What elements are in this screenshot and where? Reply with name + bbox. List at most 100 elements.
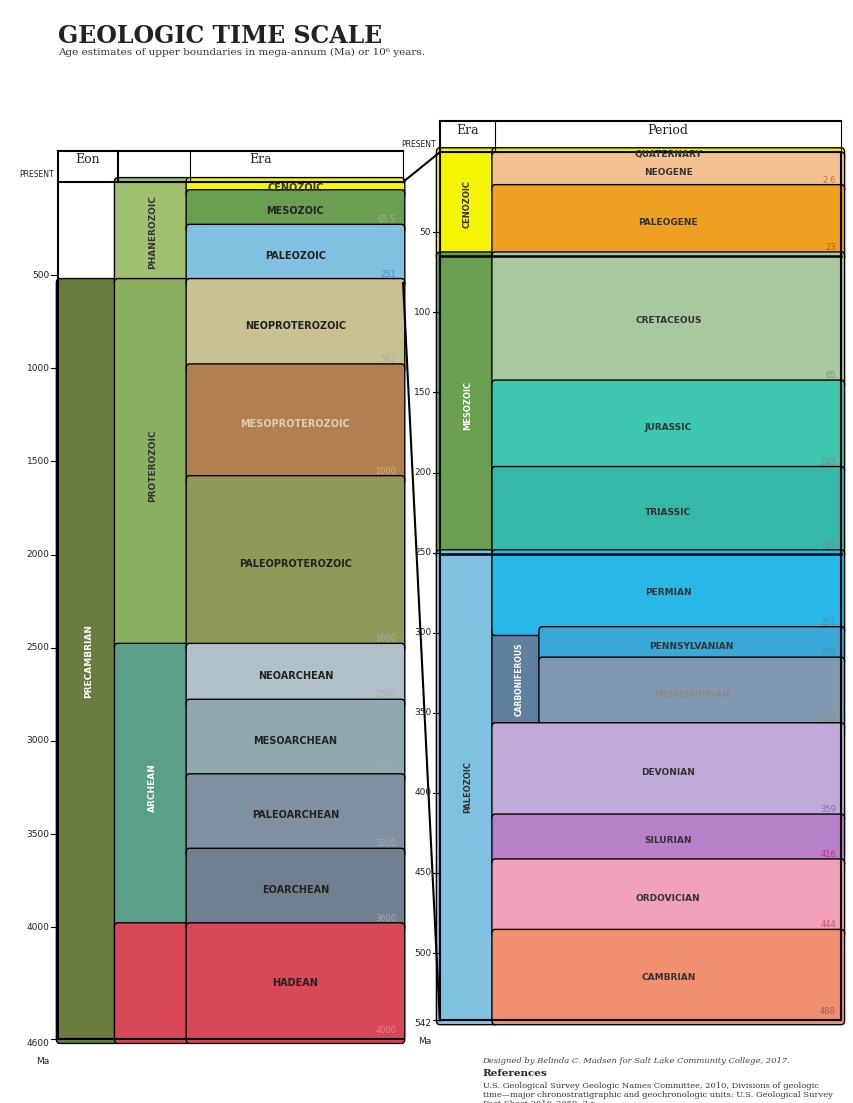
Text: EOARCHEAN: EOARCHEAN [262, 885, 328, 895]
Text: 251: 251 [380, 269, 396, 279]
Text: GEOLOGIC TIME SCALE: GEOLOGIC TIME SCALE [58, 24, 382, 49]
Text: 299: 299 [820, 649, 835, 657]
Text: 4000: 4000 [374, 1026, 396, 1035]
Text: PALEOPROTEROZOIC: PALEOPROTEROZOIC [239, 559, 351, 569]
FancyBboxPatch shape [491, 184, 844, 260]
Text: CAMBRIAN: CAMBRIAN [641, 973, 694, 982]
Text: NEOGENE: NEOGENE [643, 169, 692, 178]
Text: CENOZOIC: CENOZOIC [462, 180, 472, 228]
Text: MESOZOIC: MESOZOIC [462, 381, 472, 430]
Text: PRECAMBRIAN: PRECAMBRIAN [84, 624, 93, 698]
Text: MESOARCHEAN: MESOARCHEAN [253, 736, 337, 746]
Text: 350: 350 [414, 708, 431, 717]
Text: 488: 488 [819, 1007, 835, 1016]
FancyBboxPatch shape [436, 251, 498, 558]
Text: Ma: Ma [36, 1057, 49, 1065]
FancyBboxPatch shape [436, 549, 498, 1025]
Text: TRIASSIC: TRIASSIC [644, 508, 691, 517]
FancyBboxPatch shape [186, 699, 404, 783]
Text: 200: 200 [414, 468, 431, 476]
Text: 2500: 2500 [26, 643, 49, 652]
Text: PALEOZOIC: PALEOZOIC [264, 250, 326, 261]
Text: 4000: 4000 [26, 923, 49, 932]
FancyBboxPatch shape [491, 627, 545, 731]
FancyBboxPatch shape [538, 627, 844, 666]
FancyBboxPatch shape [186, 475, 404, 652]
Text: 4600: 4600 [26, 1039, 49, 1048]
Text: NEOARCHEAN: NEOARCHEAN [258, 671, 333, 681]
Text: 318: 318 [819, 714, 835, 722]
Text: 1000: 1000 [26, 364, 49, 373]
Text: 1600: 1600 [374, 634, 396, 643]
Text: Period: Period [647, 124, 688, 137]
Text: Ma: Ma [417, 1037, 431, 1046]
Text: CRETACEOUS: CRETACEOUS [635, 315, 700, 325]
FancyBboxPatch shape [491, 148, 844, 161]
Text: PRESENT: PRESENT [19, 170, 54, 179]
FancyBboxPatch shape [186, 848, 404, 932]
Text: References: References [482, 1069, 547, 1078]
FancyBboxPatch shape [491, 381, 844, 475]
Text: 300: 300 [414, 629, 431, 638]
Text: PHANEROZOIC: PHANEROZOIC [148, 195, 157, 269]
FancyBboxPatch shape [186, 279, 404, 373]
Text: PRESENT: PRESENT [400, 140, 435, 149]
Text: MISSISSIPPIAN: MISSISSIPPIAN [653, 689, 728, 699]
FancyBboxPatch shape [491, 722, 844, 823]
Text: 100: 100 [414, 308, 431, 317]
FancyBboxPatch shape [186, 190, 404, 233]
FancyBboxPatch shape [491, 152, 844, 193]
Text: 542: 542 [414, 1019, 431, 1028]
Text: 2800: 2800 [374, 764, 396, 774]
Text: PERMIAN: PERMIAN [644, 588, 691, 597]
Text: NEOPROTEROZOIC: NEOPROTEROZOIC [245, 321, 345, 331]
FancyBboxPatch shape [186, 923, 404, 1043]
Text: 3000: 3000 [26, 737, 49, 746]
Text: CARBONIFEROUS: CARBONIFEROUS [514, 642, 523, 716]
FancyBboxPatch shape [491, 930, 844, 1025]
Text: 1000: 1000 [374, 467, 396, 475]
FancyBboxPatch shape [491, 467, 844, 558]
Text: HADEAN: HADEAN [272, 978, 318, 988]
Text: 542: 542 [380, 355, 396, 364]
Text: Era: Era [249, 153, 271, 167]
Text: MESOPROTEROZOIC: MESOPROTEROZOIC [241, 419, 350, 429]
Text: 450: 450 [414, 868, 431, 877]
Text: 444: 444 [820, 920, 835, 930]
Text: 3500: 3500 [26, 829, 49, 838]
Text: 500: 500 [32, 270, 49, 280]
Text: PALEOZOIC: PALEOZOIC [462, 761, 472, 813]
Text: 3200: 3200 [374, 839, 396, 848]
Text: 416: 416 [819, 850, 835, 859]
FancyBboxPatch shape [186, 178, 404, 199]
Text: 3600: 3600 [374, 913, 396, 923]
Text: PROTEROZOIC: PROTEROZOIC [148, 429, 157, 502]
Text: 1500: 1500 [26, 457, 49, 465]
Text: 2.6: 2.6 [821, 175, 835, 184]
Text: Age estimates of upper boundaries in mega-annum (Ma) or 10⁶ years.: Age estimates of upper boundaries in meg… [58, 47, 425, 56]
Text: JURASSIC: JURASSIC [644, 424, 691, 432]
Text: 2000: 2000 [26, 550, 49, 559]
Text: PALEOARCHEAN: PALEOARCHEAN [252, 811, 339, 821]
FancyBboxPatch shape [114, 178, 191, 288]
Text: PENNSYLVANIAN: PENNSYLVANIAN [649, 642, 733, 651]
FancyBboxPatch shape [186, 643, 404, 708]
FancyBboxPatch shape [491, 814, 844, 868]
Text: 250: 250 [414, 548, 431, 557]
Text: ARCHEAN: ARCHEAN [148, 763, 157, 812]
FancyBboxPatch shape [186, 774, 404, 857]
Text: SILURIAN: SILURIAN [644, 836, 691, 845]
FancyBboxPatch shape [491, 859, 844, 939]
FancyBboxPatch shape [491, 549, 844, 635]
FancyBboxPatch shape [186, 364, 404, 484]
Text: Designed by Belinda C. Madsen for Salt Lake Community College, 2017.: Designed by Belinda C. Madsen for Salt L… [482, 1057, 790, 1064]
Text: 65: 65 [825, 371, 835, 381]
Text: 500: 500 [414, 949, 431, 957]
Text: 23: 23 [825, 243, 835, 251]
Text: U.S. Geological Survey Geologic Names Committee, 2010, Divisions of geologic
tim: U.S. Geological Survey Geologic Names Co… [482, 1082, 832, 1103]
Text: 359: 359 [819, 805, 835, 814]
Text: 65.5: 65.5 [377, 215, 396, 224]
Text: CENOZOIC: CENOZOIC [267, 183, 323, 193]
Text: PALEOGENE: PALEOGENE [638, 218, 697, 227]
FancyBboxPatch shape [56, 279, 120, 1043]
